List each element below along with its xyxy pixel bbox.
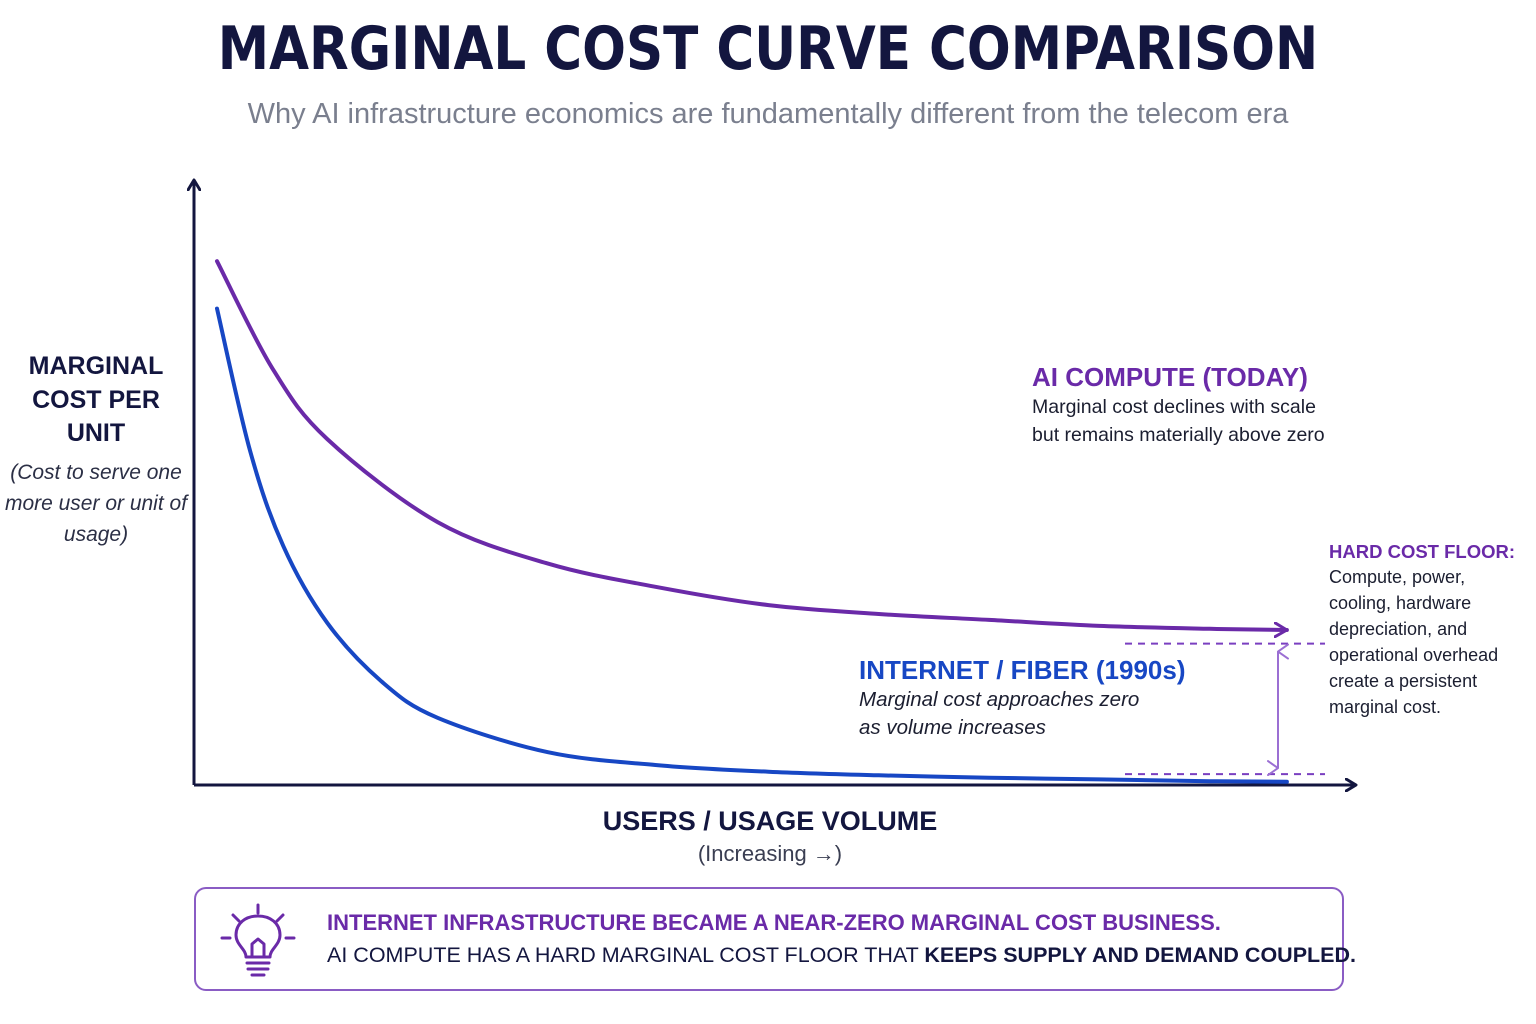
- lightbulb-icon: [220, 903, 296, 977]
- hard-cost-floor-title: HARD COST FLOOR:: [1329, 541, 1516, 562]
- ai-compute-description: Marginal cost declines with scale but re…: [1032, 396, 1325, 446]
- page-title: MARGINAL COST CURVE COMPARISON: [217, 14, 1319, 84]
- takeaway-callout: INTERNET INFRASTRUCTURE BECAME A NEAR-ZE…: [194, 887, 1356, 991]
- internet-fiber-series-label: INTERNET / FIBER (1990s): [859, 655, 1186, 685]
- callout-line-2-bold: KEEPS SUPPLY AND DEMAND COUPLED.: [924, 943, 1357, 967]
- x-axis-title: USERS / USAGE VOLUME: [602, 806, 938, 836]
- x-axis-note: (Increasing →): [697, 841, 843, 866]
- ai-compute-series-label: AI COMPUTE (TODAY): [1032, 362, 1308, 392]
- y-axis-note: (Cost to serve one more user or unit of …: [4, 460, 188, 546]
- internet-fiber-description: Marginal cost approaches zero as volume …: [859, 688, 1140, 739]
- callout-line-2-plain: AI COMPUTE HAS A HARD MARGINAL COST FLOO…: [327, 943, 925, 967]
- y-axis-label: MARGINAL COST PER UNIT (Cost to serve on…: [0, 350, 192, 550]
- internet-fiber-curve: [215, 306, 1289, 784]
- ai-compute-curve: [215, 259, 1289, 630]
- page-subtitle: Why AI infrastructure economics are fund…: [247, 98, 1289, 130]
- internet-fiber-annotation: INTERNET / FIBER (1990s) Marginal cost a…: [859, 654, 1186, 742]
- callout-line-1: INTERNET INFRASTRUCTURE BECAME A NEAR-ZE…: [327, 910, 1221, 935]
- callout-line-2: AI COMPUTE HAS A HARD MARGINAL COST FLOO…: [327, 943, 1356, 968]
- ai-compute-annotation: AI COMPUTE (TODAY) Marginal cost decline…: [1032, 361, 1325, 449]
- hard-cost-floor-text: Compute, power, cooling, hardware deprec…: [1329, 567, 1499, 717]
- y-axis-title: MARGINAL COST PER UNIT: [28, 352, 164, 447]
- hard-cost-floor-annotation: HARD COST FLOOR: Compute, power, cooling…: [1329, 539, 1515, 720]
- x-axis-label: USERS / USAGE VOLUME (Increasing →): [470, 803, 1070, 869]
